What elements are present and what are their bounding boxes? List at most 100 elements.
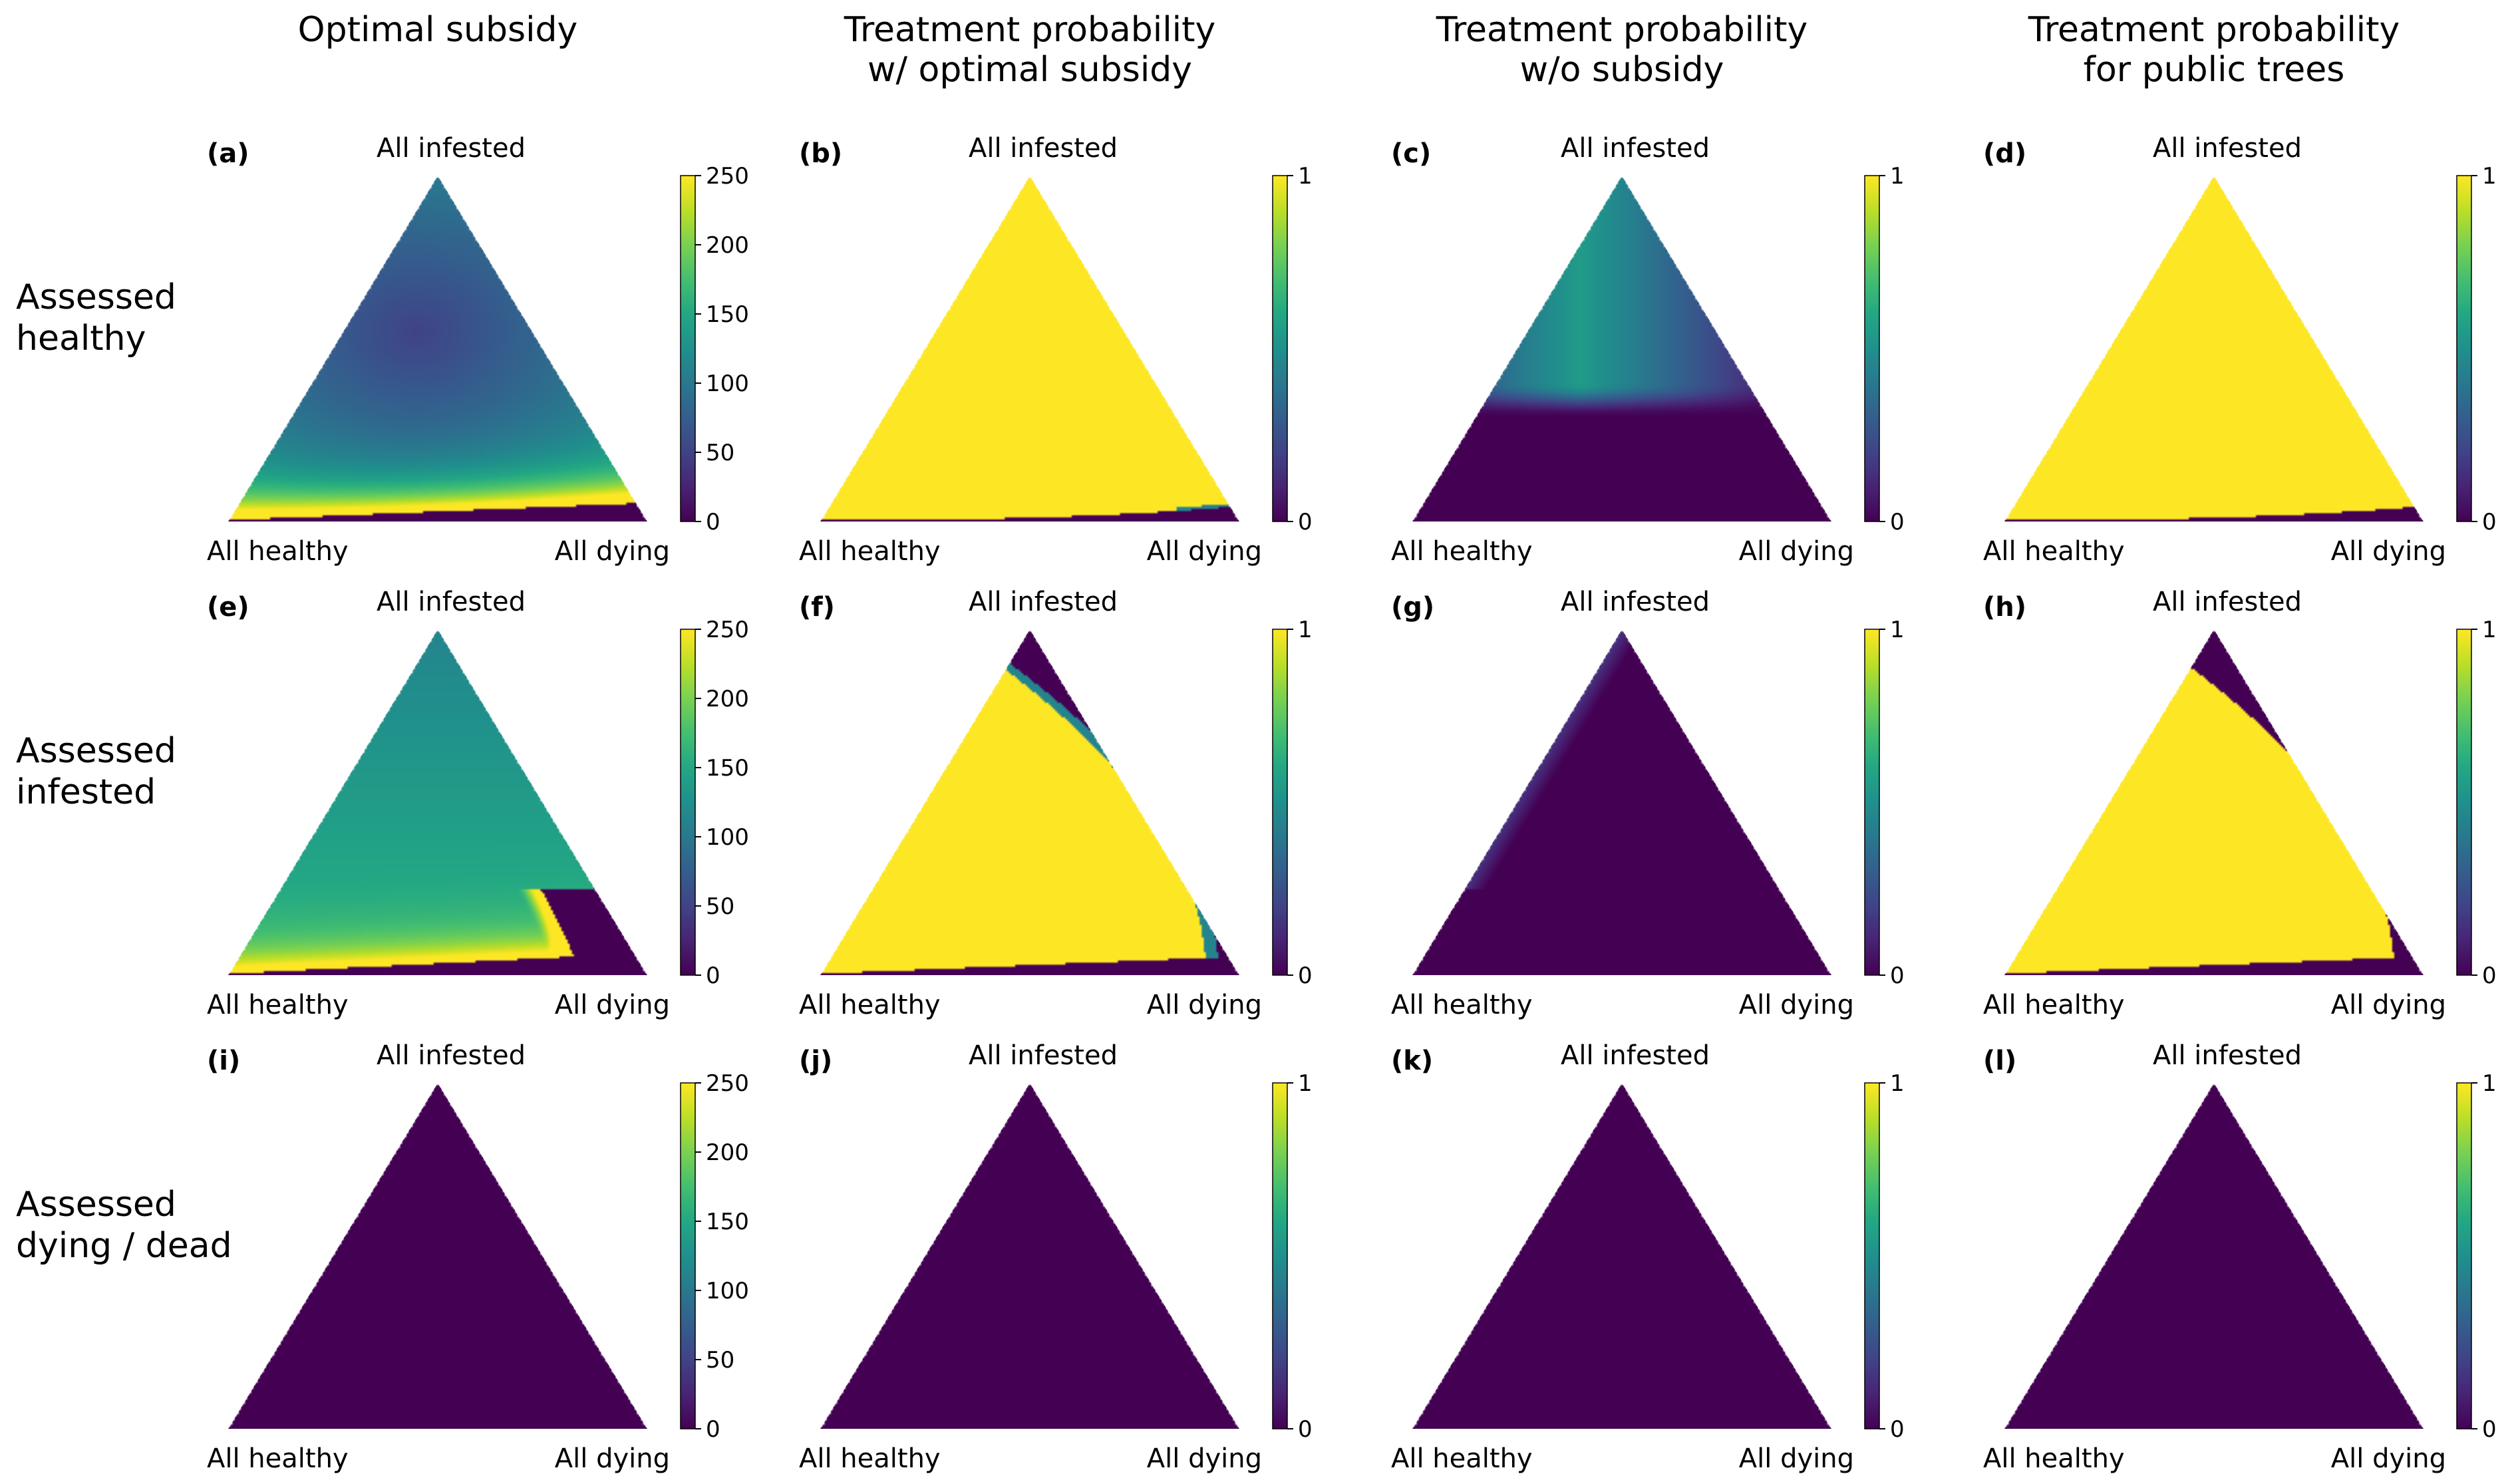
colorbar <box>680 629 696 976</box>
colorbar-tick-label: 0 <box>2482 963 2497 989</box>
vertex-label-right: All dying <box>555 990 670 1020</box>
vertex-label-right: All dying <box>555 536 670 567</box>
colorbar-tick-label: 1 <box>1298 163 1313 190</box>
ternary-panel: (i) All infested All healthy All dying 0 50 10… <box>207 1040 749 1474</box>
ternary-panel: (l) All infested All healthy All dying 0 1 <box>1983 1040 2497 1474</box>
vertex-label-left: All healthy <box>1391 990 1533 1020</box>
panel-label: (e) <box>207 592 249 623</box>
heatmap-field <box>2004 629 2424 975</box>
vertex-label-top: All infested <box>377 133 526 164</box>
colorbar-tick-label: 0 <box>706 509 720 535</box>
colorbar <box>1864 629 1880 976</box>
vertex-label-left: All healthy <box>207 990 349 1020</box>
colorbar <box>2456 629 2472 976</box>
vertex-label-left: All healthy <box>207 1443 349 1474</box>
vertex-label-left: All healthy <box>799 1443 941 1474</box>
colorbar-tick-label: 0 <box>2482 509 2497 535</box>
vertex-label-top: All infested <box>969 1040 1118 1071</box>
row-label: Assessed <box>16 277 176 317</box>
colorbar-tick-label: 1 <box>2482 1070 2497 1097</box>
colorbar-tick-label: 1 <box>1890 1070 1905 1097</box>
column-title: Optimal subsidy <box>298 10 578 50</box>
colorbar-tick-label: 50 <box>706 1347 734 1374</box>
colorbar-tick-label: 0 <box>1890 1416 1905 1443</box>
vertex-label-top: All infested <box>2153 133 2302 164</box>
vertex-label-left: All healthy <box>1391 536 1533 567</box>
ternary-panel: (c) All infested All healthy All dying 0 1 <box>1391 133 1905 567</box>
panel-label: (c) <box>1391 138 1431 169</box>
colorbar-tick-label: 0 <box>1298 1416 1313 1443</box>
colorbar-tick-label: 0 <box>1890 509 1905 535</box>
colorbar-tick-label: 150 <box>706 1209 749 1235</box>
vertex-label-left: All healthy <box>1983 1443 2125 1474</box>
vertex-label-top: All infested <box>377 1040 526 1071</box>
ternary-panel: (h) All infested All healthy All dying 0 1 <box>1983 587 2497 1020</box>
vertex-label-top: All infested <box>969 133 1118 164</box>
vertex-label-top: All infested <box>1561 1040 1710 1071</box>
panel-label: (a) <box>207 138 249 169</box>
colorbar-tick-label: 100 <box>706 1278 749 1304</box>
colorbar-tick-label: 0 <box>1298 509 1313 535</box>
colorbar <box>1864 1082 1880 1429</box>
vertex-label-right: All dying <box>2331 536 2446 567</box>
vertex-label-right: All dying <box>1147 990 1262 1020</box>
heatmap-field <box>820 176 1239 521</box>
colorbar-tick-label: 0 <box>706 1416 720 1443</box>
column-title: for public trees <box>2084 50 2345 90</box>
heatmap-field <box>820 629 1239 975</box>
heatmap-field <box>1412 176 1831 521</box>
vertex-label-top: All infested <box>969 587 1118 617</box>
column-title: w/o subsidy <box>1520 50 1724 90</box>
vertex-label-top: All infested <box>1561 587 1710 617</box>
colorbar <box>1272 629 1288 976</box>
colorbar-tick-label: 1 <box>2482 617 2497 643</box>
panel-label: (f) <box>799 592 835 623</box>
colorbar-tick-label: 0 <box>1890 963 1905 989</box>
vertex-label-right: All dying <box>1739 990 1854 1020</box>
vertex-label-left: All healthy <box>1391 1443 1533 1474</box>
colorbar-tick-label: 0 <box>706 963 720 989</box>
vertex-label-right: All dying <box>1147 1443 1262 1474</box>
vertex-label-left: All healthy <box>1983 536 2125 567</box>
panel-label: (g) <box>1391 592 1434 623</box>
ternary-panel: (f) All infested All healthy All dying 0 1 <box>799 587 1313 1020</box>
panel-label: (b) <box>799 138 842 169</box>
colorbar-tick-label: 1 <box>1890 617 1905 643</box>
heatmap-field <box>228 176 647 521</box>
colorbar <box>1864 175 1880 522</box>
vertex-label-right: All dying <box>1147 536 1262 567</box>
row-label: infested <box>16 772 156 812</box>
heatmap-field <box>228 1083 647 1429</box>
vertex-label-right: All dying <box>555 1443 670 1474</box>
heatmap-field <box>820 1083 1239 1429</box>
heatmap-field <box>228 629 647 975</box>
colorbar <box>680 175 696 522</box>
ternary-panel: (b) All infested All healthy All dying 0 1 <box>799 133 1313 567</box>
colorbar-tick-label: 1 <box>1890 163 1905 190</box>
vertex-label-top: All infested <box>1561 133 1710 164</box>
panel-label: (k) <box>1391 1046 1433 1076</box>
vertex-label-top: All infested <box>377 587 526 617</box>
colorbar-tick-label: 1 <box>1298 617 1313 643</box>
vertex-label-right: All dying <box>1739 536 1854 567</box>
colorbar-tick-label: 0 <box>1298 963 1313 989</box>
column-title: Treatment probability <box>844 10 1216 50</box>
colorbar-tick-label: 200 <box>706 232 749 259</box>
row-label: dying / dead <box>16 1226 232 1266</box>
colorbar-tick-label: 1 <box>1298 1070 1313 1097</box>
vertex-label-top: All infested <box>2153 1040 2302 1071</box>
ternary-panel: (k) All infested All healthy All dying 0 1 <box>1391 1040 1905 1474</box>
ternary-panel: (a) All infested All healthy All dying 0 50 10… <box>207 133 749 567</box>
vertex-label-left: All healthy <box>207 536 349 567</box>
colorbar-tick-label: 250 <box>706 1070 749 1097</box>
column-title: w/ optimal subsidy <box>867 50 1192 90</box>
colorbar <box>1272 175 1288 522</box>
panel-label: (h) <box>1983 592 2026 623</box>
column-title: Treatment probability <box>2028 10 2400 50</box>
colorbar-tick-label: 200 <box>706 686 749 712</box>
colorbar-tick-label: 150 <box>706 301 749 328</box>
colorbar-tick-label: 1 <box>2482 163 2497 190</box>
vertex-label-right: All dying <box>1739 1443 1854 1474</box>
